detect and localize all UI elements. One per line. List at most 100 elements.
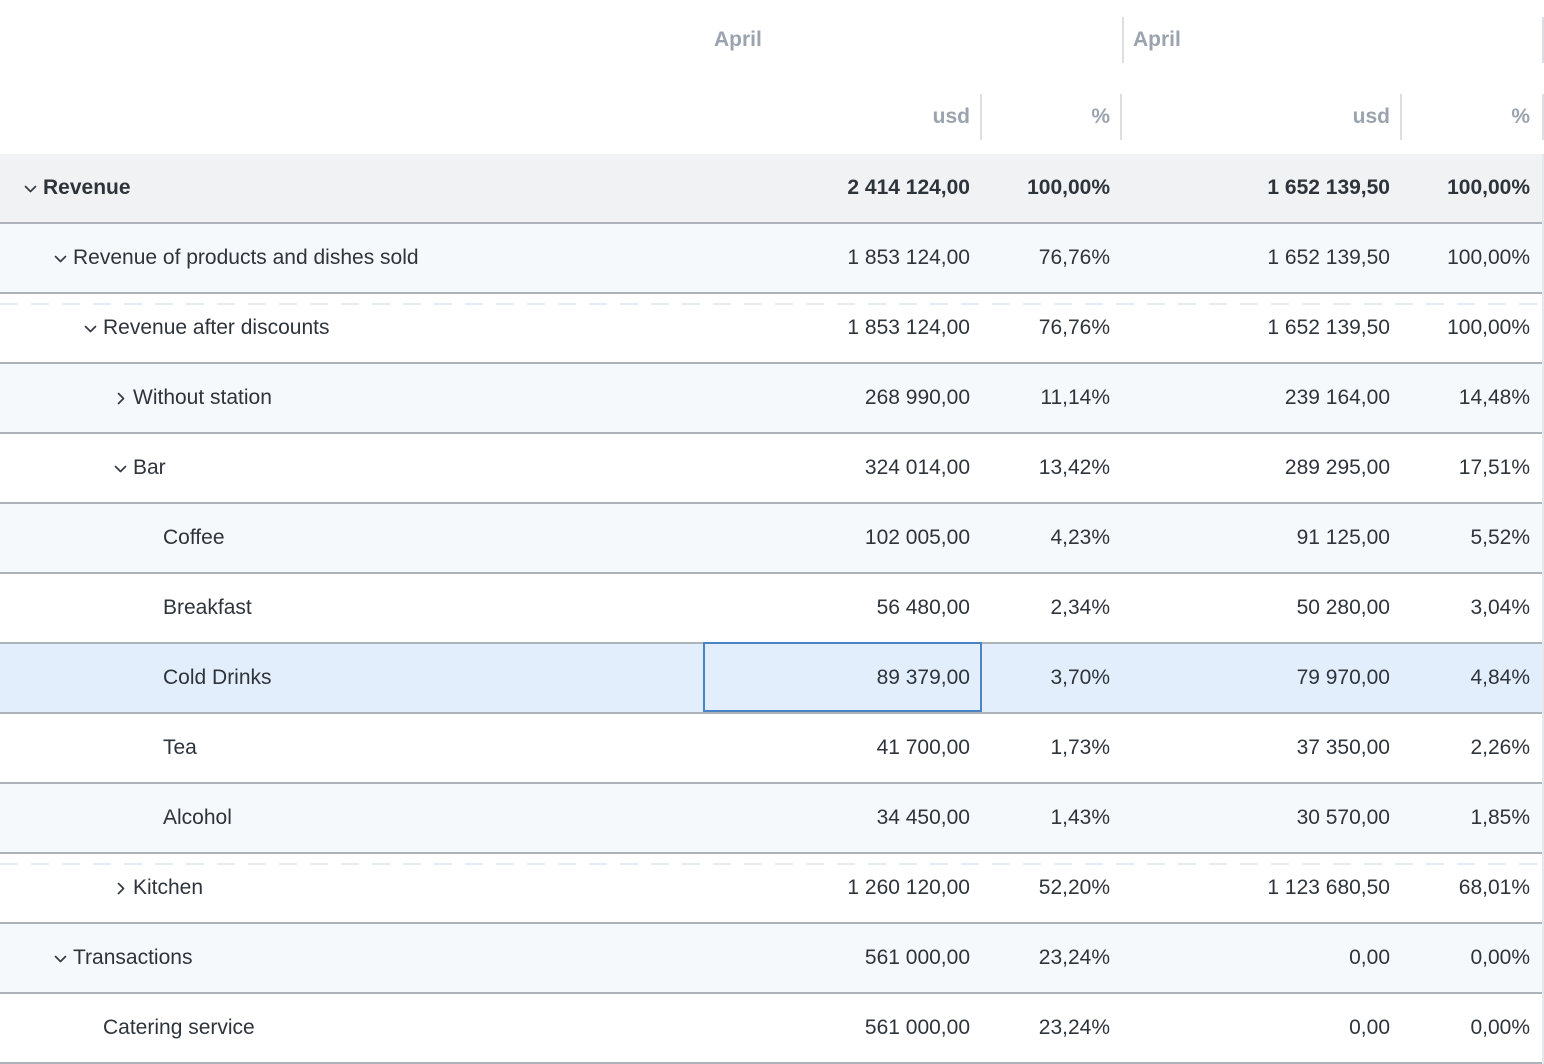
corner-spacer xyxy=(0,17,703,63)
period-label: April xyxy=(1133,28,1181,51)
cell-usd-period1[interactable]: 34 450,00 xyxy=(876,806,970,829)
table-row[interactable]: Without station 268 990,00 11,14% 239 164,0… xyxy=(0,364,1542,434)
cell-usd-period2[interactable]: 0,00 xyxy=(1349,1016,1390,1039)
row-label: Breakfast xyxy=(163,596,252,619)
chevron-down-icon[interactable] xyxy=(52,950,73,967)
col-header-usd-period2: usd xyxy=(1122,94,1402,140)
cell-usd-period1[interactable]: 324 014,00 xyxy=(864,456,970,479)
cell-usd-period1[interactable]: 561 000,00 xyxy=(864,946,970,969)
row-label: Tea xyxy=(163,736,197,759)
row-label-cell: Cold Drinks xyxy=(0,644,703,712)
row-label-cell: Revenue of products and dishes sold xyxy=(0,224,703,292)
cell-usd-period1[interactable]: 1 853 124,00 xyxy=(847,246,970,269)
cell-pct-period1[interactable]: 100,00% xyxy=(1027,176,1110,199)
table-row[interactable]: Breakfast 56 480,00 2,34% 50 280,00 3,04% xyxy=(0,574,1542,644)
cell-usd-period2[interactable]: 1 652 139,50 xyxy=(1267,246,1390,269)
cell-pct-period1[interactable]: 13,42% xyxy=(1038,456,1110,479)
row-label: Transactions xyxy=(73,946,193,969)
table-row[interactable]: Bar 324 014,00 13,42% 289 295,00 17,51% xyxy=(0,434,1542,504)
row-label-cell: Bar xyxy=(0,434,703,502)
cell-pct-period2[interactable]: 14,48% xyxy=(1458,386,1530,409)
cell-usd-period2[interactable]: 289 295,00 xyxy=(1284,456,1390,479)
cell-usd-period2[interactable]: 50 280,00 xyxy=(1296,596,1390,619)
chevron-down-icon[interactable] xyxy=(22,180,43,197)
chevron-right-icon[interactable] xyxy=(112,390,133,407)
cell-pct-period1[interactable]: 11,14% xyxy=(1040,386,1110,409)
column-header-row: usd % usd % xyxy=(0,80,1544,154)
row-label: Kitchen xyxy=(133,876,204,899)
cell-pct-period1[interactable]: 52,20% xyxy=(1038,876,1110,899)
row-label-cell: Tea xyxy=(0,714,703,782)
cell-usd-period2[interactable]: 91 125,00 xyxy=(1296,526,1390,549)
cell-usd-period2[interactable]: 1 652 139,50 xyxy=(1267,176,1390,199)
row-label: Revenue of products and dishes sold xyxy=(73,246,419,269)
table-row[interactable]: Alcohol 34 450,00 1,43% 30 570,00 1,85% xyxy=(0,784,1542,854)
cell-pct-period2[interactable]: 0,00% xyxy=(1470,1016,1530,1039)
cell-usd-period2[interactable]: 239 164,00 xyxy=(1284,386,1390,409)
row-label: Bar xyxy=(133,456,166,479)
table-row[interactable]: Revenue 2 414 124,00 100,00% 1 652 139,50 10… xyxy=(0,154,1542,224)
cell-usd-period1[interactable]: 1 853 124,00 xyxy=(847,316,970,339)
row-label: Alcohol xyxy=(163,806,232,829)
period-header-april-1: April xyxy=(703,17,1122,63)
cell-usd-period1[interactable]: 268 990,00 xyxy=(864,386,970,409)
row-label-cell: Kitchen xyxy=(0,854,703,922)
cell-usd-period2[interactable]: 79 970,00 xyxy=(1296,666,1390,689)
table-row[interactable]: Catering service 561 000,00 23,24% 0,00 0,00… xyxy=(0,994,1542,1064)
row-label-cell: Breakfast xyxy=(0,574,703,642)
row-label-cell: Catering service xyxy=(0,994,703,1062)
cell-pct-period1[interactable]: 3,70% xyxy=(1050,666,1110,689)
cell-pct-period1[interactable]: 1,43% xyxy=(1050,806,1110,829)
cell-pct-period2[interactable]: 3,04% xyxy=(1470,596,1530,619)
cell-usd-period1-selected[interactable]: 89 379,00 xyxy=(703,642,982,712)
cell-pct-period1[interactable]: 23,24% xyxy=(1038,946,1110,969)
table-row[interactable]: Transactions 561 000,00 23,24% 0,00 0,00% xyxy=(0,924,1542,994)
chevron-right-icon[interactable] xyxy=(112,880,133,897)
cell-pct-period2[interactable]: 4,84% xyxy=(1470,666,1530,689)
cell-pct-period2[interactable]: 5,52% xyxy=(1470,526,1530,549)
cell-pct-period2[interactable]: 0,00% xyxy=(1470,946,1530,969)
cell-pct-period1[interactable]: 76,76% xyxy=(1038,246,1110,269)
cell-usd-period1[interactable]: 561 000,00 xyxy=(864,1016,970,1039)
row-label-cell: Transactions xyxy=(0,924,703,992)
cell-pct-period1[interactable]: 76,76% xyxy=(1038,316,1110,339)
row-label: Revenue xyxy=(43,176,131,199)
table-row[interactable]: Revenue of products and dishes sold 1 853… xyxy=(0,224,1542,294)
cell-pct-period1[interactable]: 1,73% xyxy=(1050,736,1110,759)
cell-pct-period2[interactable]: 68,01% xyxy=(1458,876,1530,899)
row-label: Cold Drinks xyxy=(163,666,272,689)
cell-pct-period2[interactable]: 100,00% xyxy=(1447,246,1530,269)
chevron-down-icon[interactable] xyxy=(52,250,73,267)
cell-usd-period2[interactable]: 0,00 xyxy=(1349,946,1390,969)
row-label-cell: Without station xyxy=(0,364,703,432)
cell-usd-period2[interactable]: 1 123 680,50 xyxy=(1267,876,1390,899)
period-header-april-2: April xyxy=(1122,17,1544,63)
row-label-cell: Revenue xyxy=(0,154,703,222)
cell-pct-period2[interactable]: 100,00% xyxy=(1447,176,1530,199)
table-row[interactable]: Tea 41 700,00 1,73% 37 350,00 2,26% xyxy=(0,714,1542,784)
cell-usd-period1[interactable]: 41 700,00 xyxy=(876,736,970,759)
chevron-down-icon[interactable] xyxy=(112,460,133,477)
cell-usd-period2[interactable]: 37 350,00 xyxy=(1296,736,1390,759)
cell-usd-period2[interactable]: 1 652 139,50 xyxy=(1267,316,1390,339)
cell-pct-period2[interactable]: 100,00% xyxy=(1447,316,1530,339)
cell-pct-period2[interactable]: 2,26% xyxy=(1470,736,1530,759)
table-row[interactable]: Kitchen 1 260 120,00 52,20% 1 123 680,50 68,… xyxy=(0,854,1542,924)
table-row[interactable]: Revenue after discounts 1 853 124,00 76,76… xyxy=(0,294,1542,364)
cell-usd-period2[interactable]: 30 570,00 xyxy=(1296,806,1390,829)
cell-pct-period1[interactable]: 4,23% xyxy=(1050,526,1110,549)
cell-usd-period1[interactable]: 2 414 124,00 xyxy=(847,176,970,199)
table-row[interactable]: Cold Drinks 89 379,00 3,70% 79 970,00 4,84% xyxy=(0,642,1542,714)
cell-usd-period1[interactable]: 102 005,00 xyxy=(864,526,970,549)
cell-pct-period2[interactable]: 1,85% xyxy=(1470,806,1530,829)
cell-pct-period2[interactable]: 17,51% xyxy=(1458,456,1530,479)
cell-pct-period1[interactable]: 23,24% xyxy=(1038,1016,1110,1039)
cell-pct-period1[interactable]: 2,34% xyxy=(1050,596,1110,619)
row-label-cell: Coffee xyxy=(0,504,703,572)
cell-usd-period1[interactable]: 1 260 120,00 xyxy=(847,876,970,899)
chevron-down-icon[interactable] xyxy=(82,320,103,337)
col-header-pct-period2: % xyxy=(1402,94,1544,140)
table-row[interactable]: Coffee 102 005,00 4,23% 91 125,00 5,52% xyxy=(0,504,1542,574)
cell-usd-period1[interactable]: 56 480,00 xyxy=(876,596,970,619)
